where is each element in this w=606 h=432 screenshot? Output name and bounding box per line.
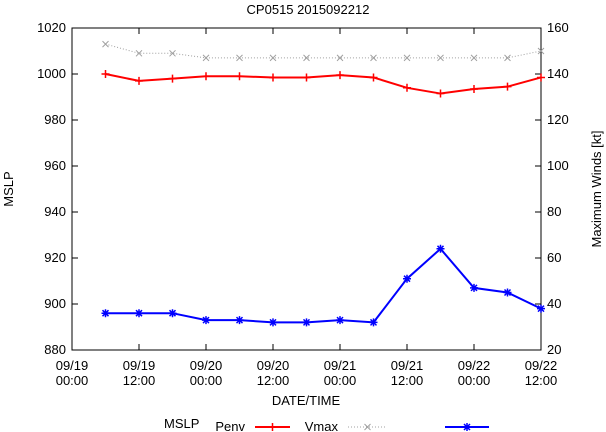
y-tick-label-left: 920 [44, 250, 66, 265]
point [302, 73, 311, 82]
point [370, 54, 377, 62]
x-tick-label: 09/20 00:00 [190, 358, 223, 388]
point [269, 54, 277, 62]
series-vmax [102, 40, 545, 62]
point [169, 49, 176, 57]
y-tick-label-right: 80 [547, 204, 561, 219]
point [537, 47, 545, 55]
point [135, 49, 143, 57]
point [236, 54, 243, 62]
y-tick-label-right: 140 [547, 66, 569, 81]
y-tick-label-left: 1000 [37, 66, 66, 81]
point [369, 318, 378, 327]
y-tick-label-right: 60 [547, 250, 561, 265]
series-line [105, 73, 542, 95]
point [470, 84, 478, 93]
point [364, 423, 371, 431]
point [504, 54, 511, 62]
y-tick-label-left: 1020 [37, 20, 66, 35]
y-tick-label-left: 940 [44, 204, 66, 219]
y-axis-label-right: Maximum Winds [kt] [589, 130, 604, 247]
point [470, 54, 478, 62]
point [336, 54, 344, 62]
point [269, 318, 277, 327]
plot-frame [71, 27, 542, 351]
point [503, 288, 512, 297]
x-tick-label: 09/22 12:00 [525, 358, 558, 388]
legend-label: Penv [215, 419, 245, 432]
point [537, 73, 545, 82]
series-line [105, 43, 542, 59]
point [403, 54, 411, 62]
x-tick-label: 09/19 12:00 [123, 358, 156, 388]
point [235, 72, 244, 81]
chart-title: CP0515 2015092212 [247, 2, 370, 17]
point [202, 72, 210, 81]
point [437, 54, 444, 62]
point [503, 82, 512, 91]
x-axis-label: DATE/TIME [272, 393, 341, 408]
x-tick-label: 09/19 00:00 [56, 358, 89, 388]
x-tick-label: 09/20 12:00 [257, 358, 290, 388]
legend-title: MSLP [164, 416, 199, 431]
point [369, 73, 378, 82]
y-tick-label-left: 960 [44, 158, 66, 173]
y-tick-label-right: 20 [547, 342, 561, 357]
point [102, 40, 109, 48]
point [336, 71, 344, 80]
point [202, 316, 210, 325]
y-tick-label-right: 100 [547, 158, 569, 173]
legend-label: Vmax [305, 419, 339, 432]
point [303, 54, 310, 62]
x-tick-label: 09/22 00:00 [458, 358, 491, 388]
point [537, 304, 545, 313]
y-tick-label-left: 900 [44, 296, 66, 311]
series-layer [101, 40, 545, 327]
axes: 880 900 920 940 960 980 1000 1020 20 40 60 80 100 120… [37, 20, 569, 388]
point [403, 274, 411, 283]
point [470, 283, 478, 292]
point [436, 244, 445, 253]
point [463, 423, 471, 431]
y-tick-label-right: 120 [547, 112, 569, 127]
point [336, 316, 344, 325]
point [168, 74, 177, 83]
point [436, 89, 445, 98]
point [235, 316, 244, 325]
point [168, 309, 177, 318]
y-tick-label-right: 40 [547, 296, 561, 311]
legend: MSLP Penv Vmax [164, 416, 489, 432]
point [135, 76, 143, 85]
x-tick-label: 09/21 00:00 [324, 358, 357, 388]
y-tick-label-left: 880 [44, 342, 66, 357]
series-line [105, 247, 542, 324]
x-tick-label: 09/21 12:00 [391, 358, 424, 388]
point [135, 309, 143, 318]
point [403, 83, 411, 92]
point [202, 54, 210, 62]
point [302, 318, 311, 327]
point [268, 423, 277, 431]
y-tick-label-left: 980 [44, 112, 66, 127]
series-penv [101, 70, 545, 98]
y-tick-label-right: 160 [547, 20, 569, 35]
y-axis-label-left: MSLP [1, 171, 16, 206]
point [101, 309, 110, 318]
point [101, 70, 110, 78]
series-unnamed [101, 244, 545, 327]
point [269, 73, 277, 82]
